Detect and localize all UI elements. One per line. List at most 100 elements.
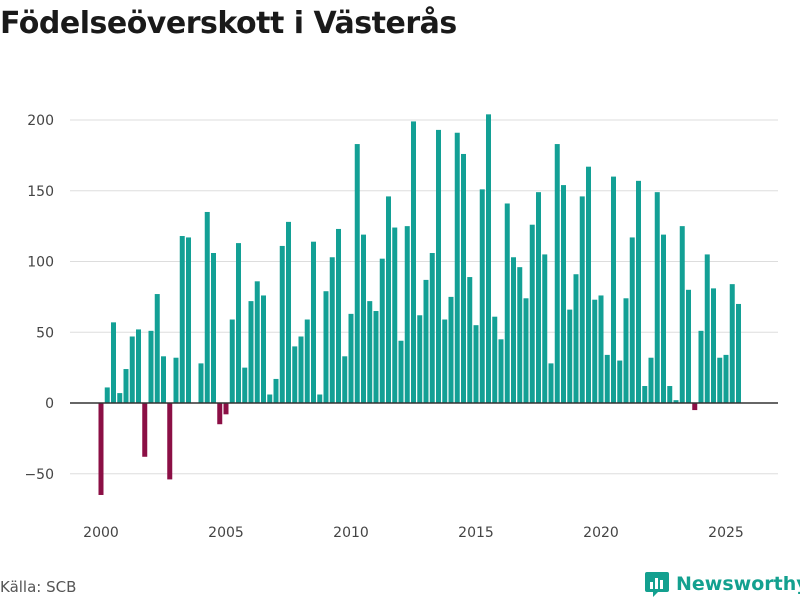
x-tick-label: 2005: [208, 525, 244, 541]
bar-positive: [436, 129, 441, 403]
chart-title: Födelseöverskott i Västerås: [0, 6, 457, 41]
bar-positive: [586, 166, 591, 403]
bar-negative: [223, 403, 229, 415]
bar-positive: [486, 114, 491, 403]
bar-positive: [417, 315, 423, 403]
bar-positive: [517, 267, 523, 403]
y-tick-label: 200: [27, 113, 54, 129]
brand-name: Newsworthy: [676, 573, 800, 595]
bar-positive: [636, 180, 641, 403]
bar-positive: [273, 378, 279, 403]
bar-positive: [117, 393, 123, 404]
bar-positive: [479, 189, 485, 403]
bar-positive: [598, 295, 604, 403]
x-tick-label: 2000: [83, 525, 119, 541]
bar-positive: [729, 284, 735, 403]
bar-positive: [148, 330, 154, 403]
y-tick-label: 0: [45, 396, 54, 412]
bar-positive: [611, 176, 616, 403]
bar-positive: [329, 257, 335, 403]
bar-positive: [679, 226, 685, 404]
bar-positive: [467, 277, 473, 403]
bar-positive: [473, 325, 479, 404]
bar-positive: [592, 299, 598, 403]
bar-positive: [573, 274, 579, 404]
bar-positive: [698, 330, 704, 403]
source-note: Källa: SCB: [0, 578, 77, 596]
y-axis-ticks: −50 0 50 100 150 200: [24, 113, 54, 483]
bar-positive: [242, 367, 248, 404]
bar-positive: [548, 363, 554, 403]
bar-positive: [623, 298, 629, 403]
bar-positive: [236, 243, 241, 403]
bar-positive: [498, 339, 504, 403]
bar-positive: [179, 236, 185, 403]
bar-positive: [279, 245, 285, 403]
bar-positive: [429, 253, 435, 403]
y-tick-label: 50: [36, 325, 54, 341]
bar-positive: [492, 316, 498, 403]
x-tick-label: 2025: [708, 525, 744, 541]
bar-positive: [286, 221, 291, 403]
x-tick-label: 2020: [583, 525, 619, 541]
bar-positive: [461, 153, 466, 403]
y-tick-label: 100: [27, 255, 54, 271]
bar-positive: [361, 234, 366, 403]
bar-positive: [154, 294, 160, 403]
bar-positive: [654, 192, 660, 403]
bar-positive: [373, 311, 379, 403]
newsworthy-logo[interactable]: Newsworthy: [644, 568, 800, 600]
bar-positive: [704, 254, 710, 403]
bar-positive: [411, 121, 416, 404]
bar-positive: [723, 354, 729, 403]
bar-positive: [198, 363, 204, 403]
bar-positive: [348, 313, 354, 403]
bar-positive: [567, 309, 573, 403]
bar-positive: [386, 196, 391, 403]
bar-positive: [304, 319, 310, 403]
bar-positive: [542, 254, 548, 403]
bar-positive: [711, 288, 716, 403]
bar-positive: [579, 196, 585, 403]
bars: [98, 114, 741, 495]
bar-positive: [736, 303, 741, 403]
bar-negative: [217, 403, 223, 425]
bar-positive: [504, 203, 510, 403]
bar-positive: [523, 298, 529, 403]
bar-positive: [642, 386, 648, 403]
bar-positive: [554, 144, 560, 403]
bar-positive: [248, 301, 254, 403]
bar-positive: [173, 357, 179, 403]
bar-positive: [261, 295, 266, 403]
bar-positive: [367, 301, 373, 403]
bar-positive: [379, 258, 385, 403]
bar-positive: [336, 228, 341, 403]
bar-positive: [342, 356, 348, 404]
bar-positive: [204, 211, 210, 403]
bar-positive: [529, 224, 535, 403]
bar-positive: [161, 356, 166, 404]
bar-positive: [604, 354, 610, 403]
bar-positive: [717, 357, 723, 403]
bar-positive: [392, 227, 398, 403]
bar-positive: [673, 400, 679, 403]
bar-positive: [298, 336, 304, 403]
bar-positive: [423, 279, 429, 403]
bar-positive: [629, 237, 635, 403]
bar-positive: [123, 369, 129, 403]
bar-positive: [136, 329, 141, 403]
bar-positive: [686, 289, 691, 403]
bar-positive: [104, 387, 110, 404]
bar-negative: [98, 403, 104, 495]
bar-positive: [617, 360, 623, 403]
bar-positive: [354, 144, 360, 403]
bar-negative: [167, 403, 173, 480]
y-tick-label: −50: [24, 467, 54, 483]
bar-positive: [129, 336, 135, 403]
bar-positive: [323, 291, 329, 403]
bar-positive: [648, 357, 654, 403]
y-tick-label: 150: [27, 184, 54, 200]
bar-positive: [404, 226, 410, 404]
bar-positive: [229, 319, 235, 403]
